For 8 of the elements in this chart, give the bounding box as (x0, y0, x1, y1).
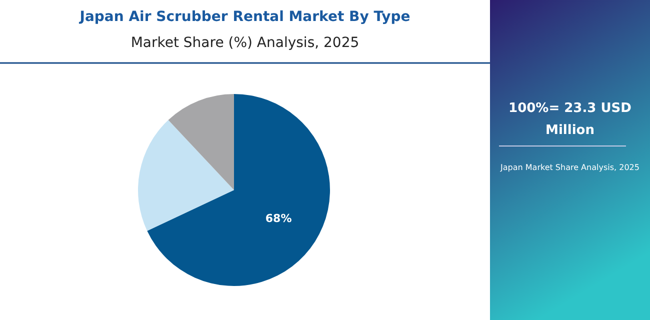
pie-slice (138, 120, 234, 231)
text: 100%= 23.3 USD Million (508, 101, 632, 138)
chart-title: Japan Air Scrubber Rental Market By Type (78, 9, 410, 25)
data-label: 68% (265, 212, 292, 226)
pie-slice (168, 94, 234, 190)
pie-slice (147, 94, 330, 286)
text: Japan Market Share Analysis, 2025 (500, 163, 640, 172)
chart-subtitle: Market Share (%) Analysis, 2025 (130, 35, 360, 51)
